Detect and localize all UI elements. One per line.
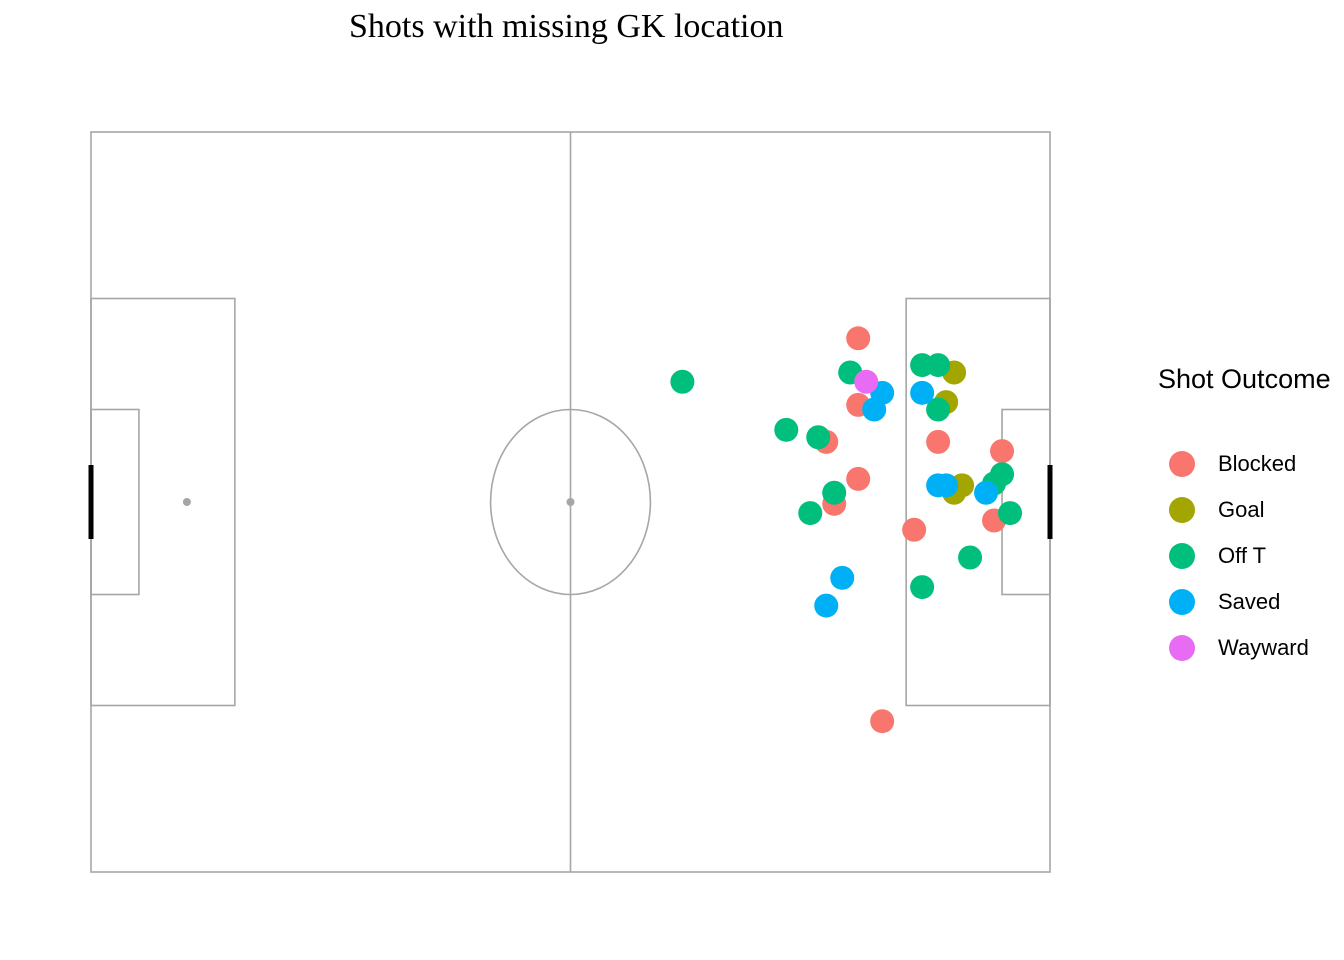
legend-item-saved: Saved: [1158, 533, 1331, 615]
shot-point-saved: [862, 397, 887, 422]
left-six-yard-box: [90, 408, 140, 596]
shot-point-saved: [934, 473, 959, 498]
pitch-markings: [88, 131, 1053, 873]
shot-point-blocked: [902, 517, 927, 542]
centre-spot: [566, 498, 575, 506]
legend-key-saved: [1169, 589, 1195, 615]
legend-key-blocked: [1169, 451, 1195, 477]
shot-point-off-t: [822, 480, 847, 505]
shot-point-saved: [910, 380, 935, 405]
legend-item-goal: Goal: [1158, 441, 1331, 523]
shot-point-off-t: [998, 501, 1023, 526]
legend-label-off-t: Off T: [1218, 543, 1267, 568]
legend-items: Blocked Goal Off T Saved Wayward: [1158, 395, 1331, 661]
legend-item-wayward: Wayward: [1158, 579, 1331, 661]
legend-label-saved: Saved: [1218, 589, 1281, 614]
shot-point-saved: [974, 480, 999, 505]
legend-key-goal: [1169, 497, 1195, 523]
shot-point-blocked: [846, 326, 871, 351]
legend-title: Shot Outcome: [1158, 364, 1331, 394]
centre-circle: [489, 408, 652, 596]
shot-point-blocked: [870, 709, 895, 734]
shot-point-off-t: [798, 501, 823, 526]
legend-item-off-t: Off T: [1158, 487, 1331, 569]
shot-point-wayward: [854, 369, 879, 394]
chart-title: Shots with missing GK location: [349, 8, 784, 45]
shot-point-off-t: [806, 425, 831, 450]
shot-point-off-t: [926, 397, 951, 422]
shot-point-blocked: [990, 439, 1015, 464]
legend-key-off-t: [1169, 543, 1195, 569]
shot-point-blocked: [846, 466, 871, 491]
shot-point-off-t: [926, 353, 951, 378]
shot-point-off-t: [774, 417, 799, 442]
shot-point-off-t: [670, 369, 695, 394]
legend-label-blocked: Blocked: [1218, 451, 1297, 476]
legend: Shot Outcome Blocked Goal Off T Saved Waywar…: [1158, 364, 1331, 661]
legend-key-wayward: [1169, 635, 1195, 661]
shot-point-blocked: [926, 429, 951, 454]
legend-item-blocked: Blocked: [1158, 395, 1331, 477]
shot-point-saved: [830, 565, 855, 590]
legend-label-wayward: Wayward: [1218, 635, 1309, 660]
legend-label-goal: Goal: [1218, 497, 1265, 522]
shot-points: [670, 326, 1023, 734]
shot-point-off-t: [910, 575, 935, 600]
left-penalty-spot: [182, 498, 191, 506]
left-penalty-area: [90, 297, 236, 707]
shot-point-saved: [814, 593, 839, 618]
shot-point-off-t: [958, 545, 983, 570]
